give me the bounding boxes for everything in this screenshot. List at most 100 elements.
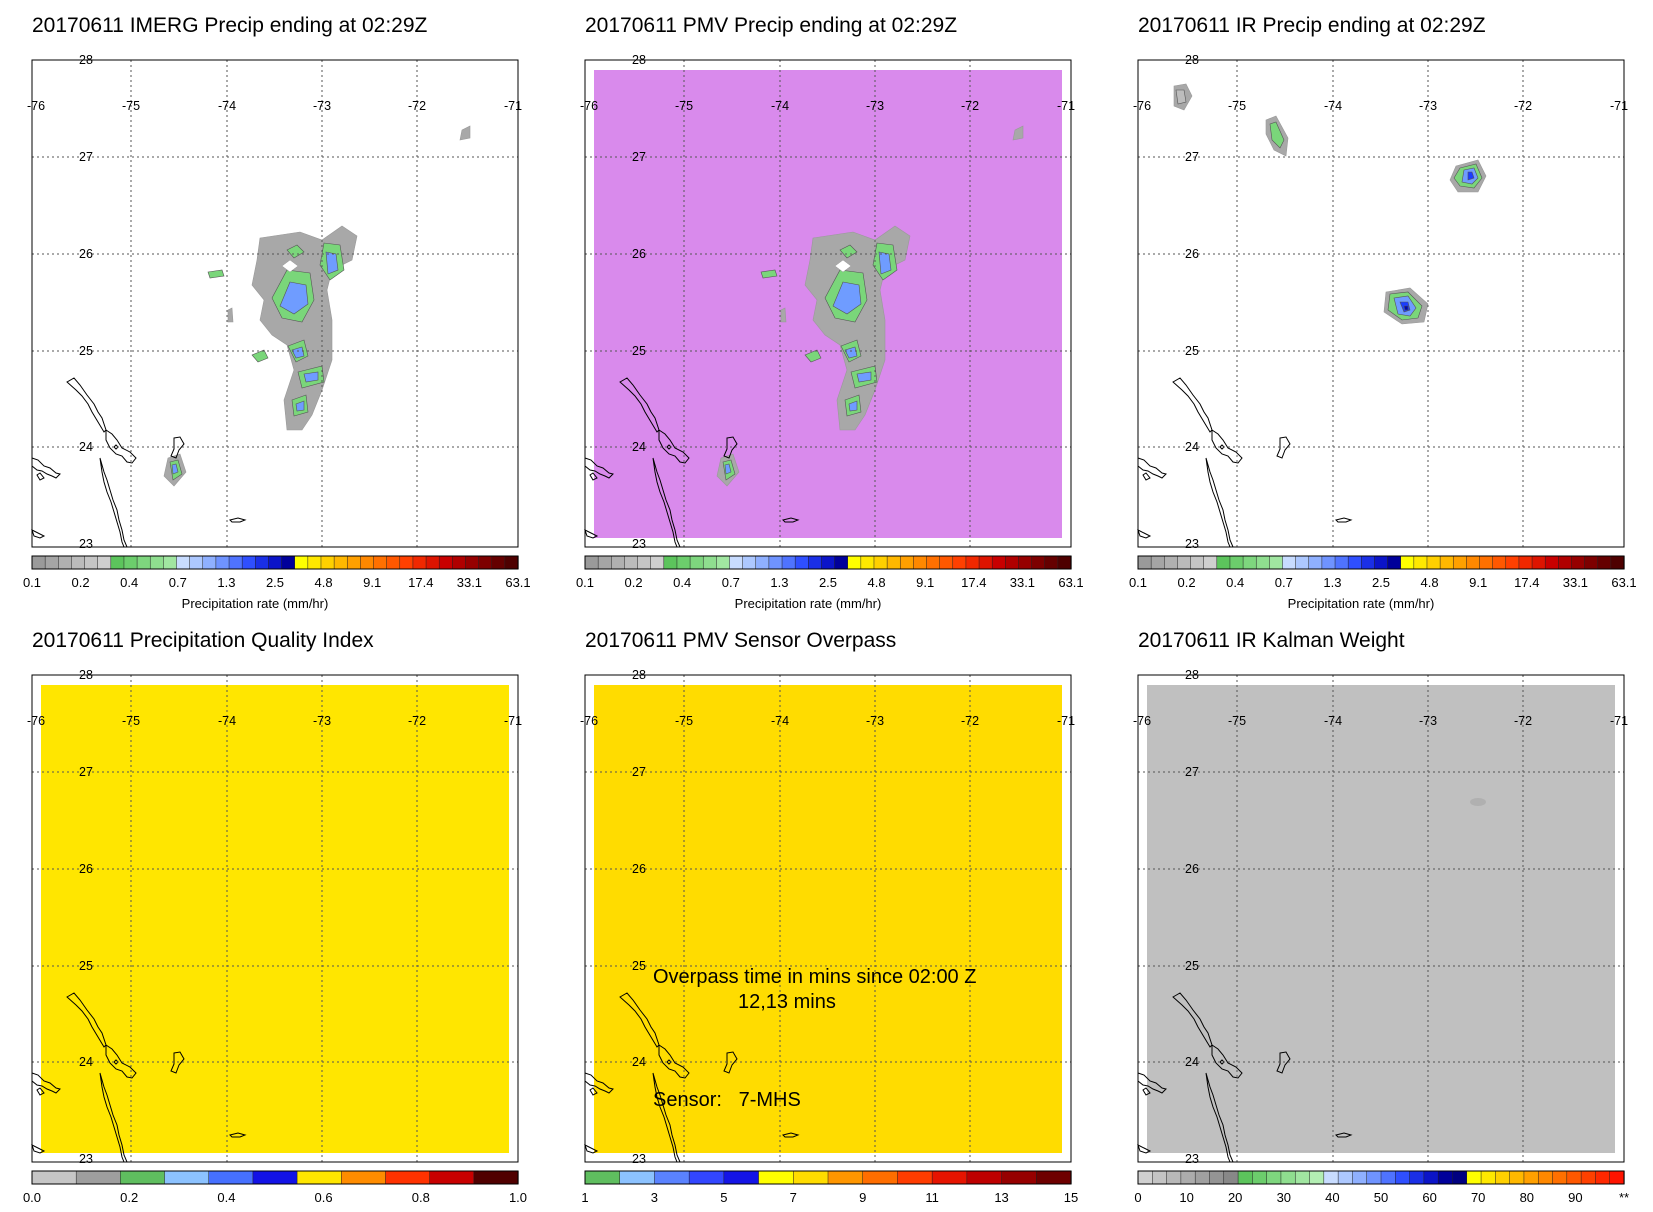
coastline-2 [723,436,738,459]
colorbar-tick-label: 2.5 [266,575,284,590]
lon-tick-label: -76 [580,714,598,728]
lon-tick-label: -76 [580,99,598,113]
lat-tick-label: 24 [1185,440,1199,454]
colorbar-swatch [1361,555,1376,570]
precip-area-darkblue [1467,171,1475,181]
lat-tick-label: 27 [632,150,646,164]
colorbar-swatch [1229,555,1244,570]
panel-imerg: 20170611 IMERG Precip ending at 02:29Z -7… [23,14,531,611]
colorbar-swatch [1166,1170,1182,1185]
lat-tick-label: 24 [79,440,93,454]
colorbar-swatch [793,1170,829,1185]
colorbar-swatch [1137,555,1152,570]
lat-tick-label: 24 [79,1055,93,1069]
precip-area-blue [878,251,892,275]
colorbar-swatch [1177,555,1192,570]
colorbar-tick-label: 50 [1374,1190,1388,1205]
precip-area-green [804,349,822,363]
field-fill [41,685,509,1153]
panel-title: 20170611 PMV Precip ending at 02:29Z [585,14,957,37]
colorbar-swatch [723,1170,760,1185]
overpass-minutes: 12,13 mins [738,991,836,1013]
coastline-6 [782,1132,800,1138]
colorbar-tick-label: 33.1 [1563,575,1588,590]
colorbar-tick-label: 1.3 [1323,575,1341,590]
lon-tick-label: -71 [1610,714,1628,728]
colorbar-swatch [1252,1170,1268,1185]
colorbar-swatch [619,1170,656,1185]
colorbar-tick-label: 0.7 [722,575,740,590]
precip-area-blue [844,346,858,359]
colorbar-swatch [1426,555,1441,570]
lon-tick-label: -71 [1057,714,1075,728]
colorbar-swatch [1203,555,1218,570]
lat-tick-label: 28 [79,668,93,682]
colorbar-swatch [1237,1170,1254,1185]
colorbar-swatch [215,555,230,570]
precip-area-green [839,244,858,259]
colorbar-tick-label: 11 [925,1190,939,1205]
colorbar-swatch [149,555,165,570]
colorbar-swatch [688,1170,725,1185]
coastline-6 [1335,1132,1353,1138]
colorbar-swatch [1400,555,1415,570]
colorbar-swatch [281,555,296,570]
colorbar-swatch [71,555,86,570]
lon-tick-label: -74 [1324,714,1342,728]
colorbar-swatch [1001,1170,1037,1185]
lat-tick-label: 27 [632,765,646,779]
colorbar-swatch [478,555,493,570]
panel-title: 20170611 IMERG Precip ending at 02:29Z [32,14,428,37]
precip-area-gray [780,307,787,323]
colorbar-swatch [597,555,612,570]
lon-tick-label: -71 [1057,99,1075,113]
colorbar-frame [31,555,519,570]
coastline-7 [31,529,46,539]
colorbar-swatch [611,555,626,570]
colorbar-swatch [252,1170,298,1185]
colorbar-tick-label: 0.6 [315,1190,333,1205]
lat-tick-label: 23 [79,1152,93,1166]
map-background [1138,60,1624,547]
precip-area-blue [832,281,862,315]
colorbar-tick-label: 20 [1228,1190,1242,1205]
coastline-3 [31,1072,61,1096]
lon-tick-label: -75 [675,714,693,728]
colorbar-swatch [1255,555,1271,570]
coastline-2 [723,1051,738,1074]
coastline-7 [1137,1144,1152,1154]
colorbar-swatch [1518,555,1533,570]
precip-area-blue [171,463,179,475]
colorbar-swatch [1223,1170,1239,1185]
colorbar-tick-label: 3 [651,1190,658,1205]
lon-tick-label: -75 [122,99,140,113]
lon-tick-label: -74 [218,99,236,113]
colorbar-tick-label: 13 [994,1190,1008,1205]
colorbar-tick-label: 2.5 [1372,575,1390,590]
colorbar-swatch [176,555,191,570]
coastline-6 [229,1132,247,1138]
colorbar-swatch [163,555,178,570]
coastline-1 [1172,377,1243,464]
colorbar-swatch [268,555,283,570]
panel-title: 20170611 IR Precip ending at 02:29Z [1138,14,1486,37]
precip-gap [834,259,852,273]
colorbar-swatch [897,1170,933,1185]
colorbar-swatch [1005,555,1020,570]
colorbar-swatch [1308,555,1323,570]
coastline-7 [584,529,599,539]
colorbar-swatch [978,555,993,570]
colorbar-tick-label: 63.1 [1611,575,1636,590]
colorbar-swatch [1409,1170,1425,1185]
colorbar-tick-label: 0.1 [576,575,594,590]
colorbar-swatch [164,1170,210,1185]
panel-quality: 20170611 Precipitation Quality Index -76 -… [23,629,527,1212]
colorbar-swatch [1309,1170,1325,1185]
lon-tick-label: -71 [504,714,522,728]
coastline-1 [1172,992,1243,1079]
lon-tick-label: -72 [1514,714,1532,728]
coastline-6 [229,517,247,523]
colorbar-swatch [1387,555,1402,570]
colorbar-swatch [202,555,217,570]
colorbar-tick-label: 0.2 [1178,575,1196,590]
